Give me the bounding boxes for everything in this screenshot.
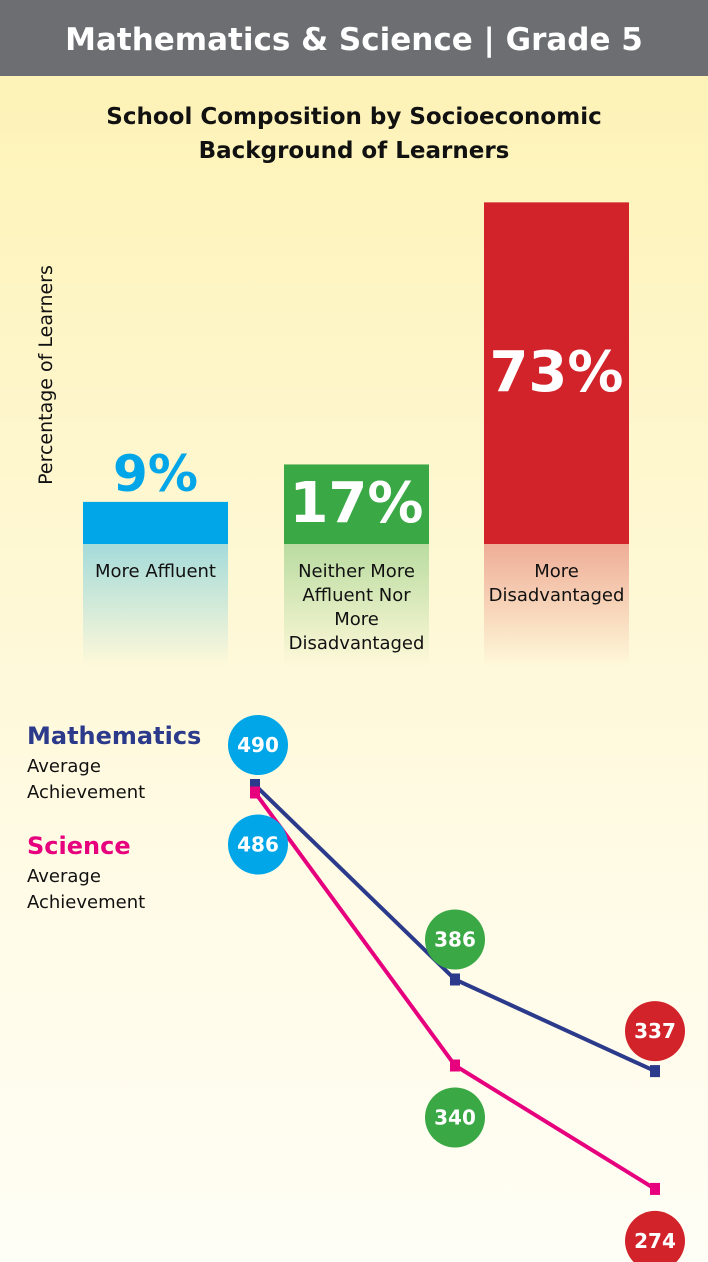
value-label: 490 xyxy=(237,733,279,757)
bar-shadow xyxy=(484,544,629,666)
value-badge xyxy=(625,1001,685,1062)
legend-label: Science xyxy=(27,832,131,860)
point xyxy=(650,1065,660,1078)
value-label: 486 xyxy=(237,832,279,856)
point xyxy=(250,786,260,799)
bar xyxy=(284,464,429,544)
value-label: 337 xyxy=(634,1019,676,1043)
value-badge xyxy=(625,1210,685,1262)
point xyxy=(250,779,260,791)
legend-note: Average Achievement xyxy=(27,756,146,803)
category-label: Neither More Affluent Nor More Disadvant… xyxy=(288,561,425,654)
chart-title: School Composition by Socioeconomic Back… xyxy=(106,104,602,164)
value-badge xyxy=(228,715,288,775)
point xyxy=(650,1182,660,1195)
point xyxy=(450,973,460,986)
category-label: More Disadvantaged xyxy=(488,561,625,606)
value-label: 274 xyxy=(634,1229,676,1253)
value-label: 9% xyxy=(113,444,198,503)
value-label: 73% xyxy=(489,340,624,406)
value-badge xyxy=(228,814,288,875)
value-badge xyxy=(425,909,485,970)
header: Mathematics & Science | Grade 5 xyxy=(0,0,708,76)
legend-note: Average Achievement xyxy=(27,866,146,913)
bar xyxy=(83,501,228,544)
value-label: 386 xyxy=(434,927,476,951)
value-label: 17% xyxy=(289,471,424,537)
value-badge xyxy=(425,1087,485,1148)
legend-label: Mathematics xyxy=(27,722,202,750)
bar-shadow xyxy=(284,544,429,666)
bar xyxy=(484,202,629,545)
value-label: 340 xyxy=(434,1106,476,1130)
category-label: More Affluent xyxy=(94,561,216,582)
bar-shadow xyxy=(83,544,228,666)
point xyxy=(450,1059,460,1072)
